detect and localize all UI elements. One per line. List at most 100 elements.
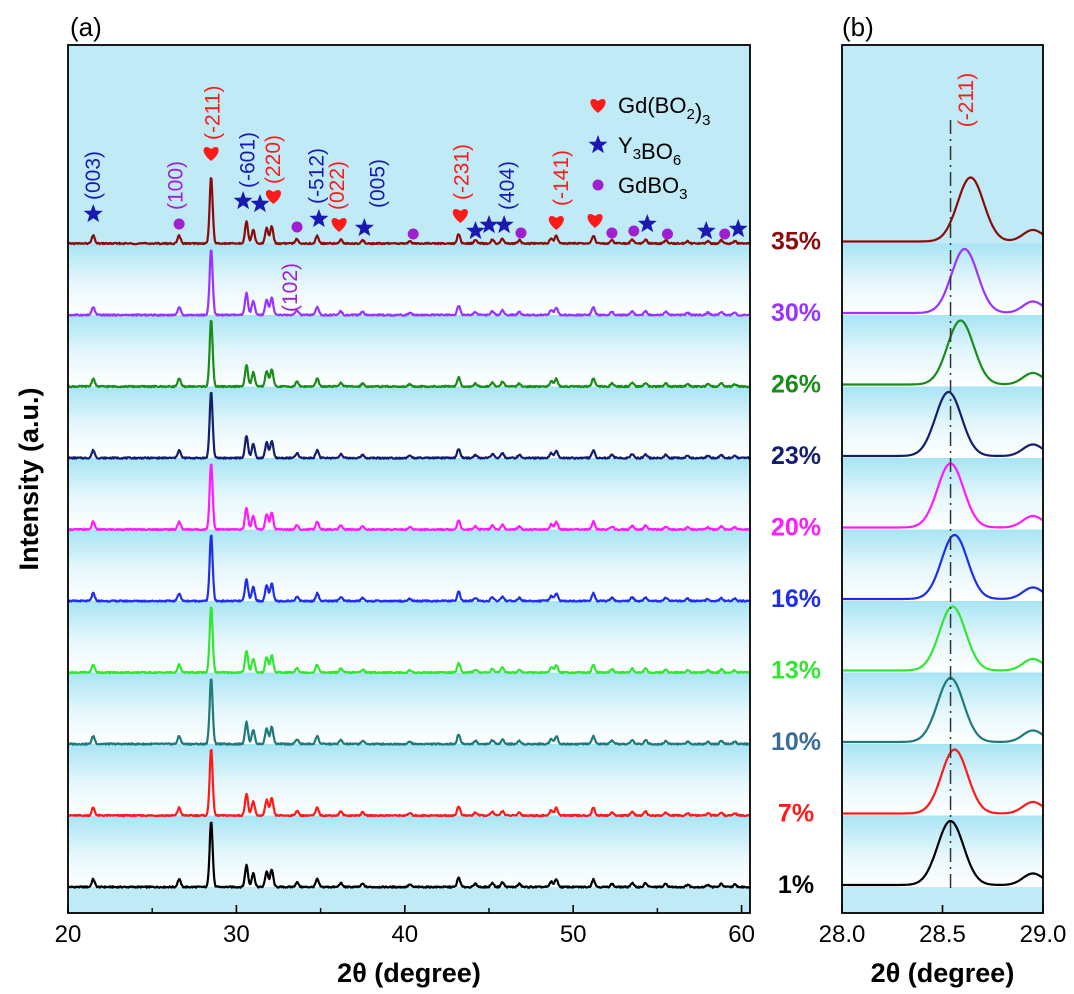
panel-a-traces <box>67 177 751 889</box>
dot-marker <box>661 228 673 240</box>
trace-16pct <box>67 534 751 603</box>
dot-marker <box>173 218 185 230</box>
bg-band <box>842 672 1043 744</box>
trace-26pct <box>67 320 751 389</box>
x-tick-label: 50 <box>560 921 587 948</box>
bg-band <box>842 315 1043 387</box>
zoom-trace-35pct <box>842 176 1044 243</box>
dot-marker <box>291 221 303 233</box>
trace-30pct <box>67 249 751 317</box>
star-marker <box>83 204 103 223</box>
star-marker <box>728 219 748 238</box>
hkl-label: (-231) <box>451 144 474 200</box>
series-label: 7% <box>778 800 814 828</box>
x-tick-label: 60 <box>728 921 755 948</box>
zoom-trace-10pct <box>842 676 1044 744</box>
series-label: 26% <box>771 371 821 399</box>
trace-10pct <box>67 678 751 746</box>
star-marker <box>466 221 485 240</box>
heart-marker <box>452 209 468 223</box>
series-label: 35% <box>771 228 821 256</box>
star-marker <box>250 194 270 213</box>
legend-text-part: 3 <box>633 146 641 163</box>
heart-marker <box>265 190 282 204</box>
series-label: 10% <box>771 728 821 756</box>
bg-band <box>68 243 750 315</box>
zoom-trace-7pct <box>842 748 1044 815</box>
heart-marker <box>331 218 347 232</box>
hkl-label: (100) <box>164 161 187 210</box>
zoom-trace-20pct <box>842 462 1044 529</box>
dot-marker <box>515 227 527 239</box>
dot-marker <box>606 227 618 239</box>
panel-label-a: (a) <box>70 12 102 42</box>
bg-band <box>68 744 750 816</box>
star-marker <box>354 218 374 237</box>
trace-20pct <box>67 463 751 532</box>
bg-band <box>68 458 750 530</box>
legend-text-part: Gd(BO <box>618 93 686 118</box>
legend-entry: Y3BO6 <box>618 133 681 169</box>
panel-b-traces <box>842 120 1044 890</box>
legend-entry: GdBO3 <box>618 173 687 203</box>
x-tick-label: 40 <box>391 921 418 948</box>
x-tick-label: 30 <box>223 921 250 948</box>
y-axis-title: Intensity (a.u.) <box>14 387 44 570</box>
series-label: 1% <box>778 871 814 899</box>
bg-band <box>68 672 750 744</box>
legend-text-part: BO <box>641 139 673 164</box>
bg-band <box>68 529 750 601</box>
bg-band <box>68 601 750 673</box>
x-tick-label: 28.0 <box>819 921 866 948</box>
heart-marker <box>203 147 219 161</box>
panel-a-background <box>68 45 750 913</box>
trace-1pct <box>67 821 751 889</box>
dot-marker <box>407 228 419 240</box>
panel-a-frame <box>67 44 751 914</box>
star-marker <box>696 221 716 240</box>
bg-band <box>842 601 1043 673</box>
dot-marker <box>592 179 604 191</box>
zoom-trace-13pct <box>842 605 1044 672</box>
zoom-trace-1pct <box>842 819 1044 887</box>
panel-b-background <box>842 45 1043 913</box>
legend-text-part: 3 <box>679 186 687 203</box>
bg-band <box>842 815 1043 887</box>
dot-marker <box>719 228 731 240</box>
axes: 20 30 40 50 60 28.0 28.5 29.02θ (degree) 2θ (deg… <box>14 12 1066 988</box>
trace-7pct <box>67 749 751 818</box>
zoom-trace-26pct <box>842 319 1044 386</box>
star-marker <box>588 135 608 154</box>
bg-band <box>842 458 1043 530</box>
hkl-label: (005) <box>366 159 389 208</box>
hkl-label: (-211) <box>201 86 224 140</box>
star-marker <box>309 209 329 228</box>
heart-marker <box>587 214 603 228</box>
legend-text-part: ) <box>695 99 702 124</box>
hkl-label: (-512) <box>306 148 329 204</box>
series-label: 13% <box>771 657 821 685</box>
zoom-trace-30pct <box>842 247 1044 315</box>
hkl-label: (-141) <box>550 150 573 206</box>
hkl-label: (404) <box>496 161 519 210</box>
bg-band <box>842 45 1043 244</box>
hkl-label: (022) <box>326 161 349 210</box>
heart-marker <box>590 99 606 113</box>
series-label: 20% <box>771 514 821 542</box>
star-marker <box>494 215 514 234</box>
x-tick-label: 28.5 <box>919 921 966 948</box>
bg-band <box>68 315 750 387</box>
bg-band <box>842 529 1043 601</box>
star-marker <box>479 215 499 234</box>
series-label: 23% <box>771 442 821 470</box>
bg-band <box>842 744 1043 816</box>
panel-label-b: (b) <box>842 12 874 42</box>
trace-35pct <box>67 177 751 246</box>
trace-13pct <box>67 606 751 675</box>
legend-text-part: 3 <box>702 112 710 129</box>
bg-band <box>842 243 1043 315</box>
legend-text-part: Y <box>618 133 633 158</box>
hkl-label: (-601) <box>237 132 260 188</box>
